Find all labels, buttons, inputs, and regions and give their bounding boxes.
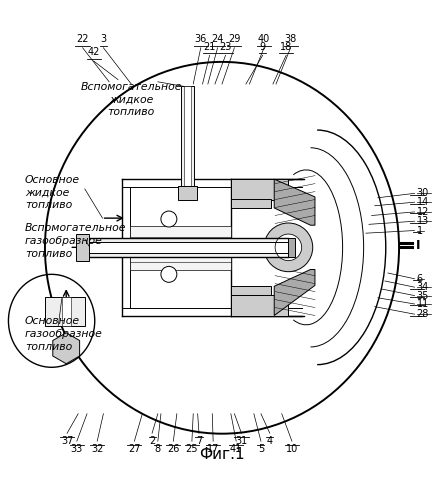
Text: 28: 28 <box>417 309 429 319</box>
Text: 36: 36 <box>194 34 207 44</box>
Text: 14: 14 <box>417 197 429 207</box>
Circle shape <box>161 266 177 282</box>
Bar <box>184 86 191 187</box>
Text: 42: 42 <box>87 48 100 58</box>
Bar <box>130 226 231 270</box>
Text: 27: 27 <box>128 444 141 454</box>
Text: 26: 26 <box>167 444 179 454</box>
Bar <box>231 295 289 316</box>
Text: 23: 23 <box>219 42 232 51</box>
Text: 5: 5 <box>258 444 264 454</box>
Text: Вспомогательное
жидкое
топливо: Вспомогательное жидкое топливо <box>80 82 182 118</box>
Text: 24: 24 <box>211 34 224 44</box>
Text: 33: 33 <box>71 444 83 454</box>
Text: 32: 32 <box>91 444 103 454</box>
Text: I: I <box>416 238 420 252</box>
Polygon shape <box>274 270 315 316</box>
Text: Фиг.1: Фиг.1 <box>199 446 245 462</box>
Text: 30: 30 <box>417 188 429 198</box>
Bar <box>62 298 71 326</box>
Text: Основное
газообразное
топливо: Основное газообразное топливо <box>25 316 103 352</box>
Bar <box>231 199 271 208</box>
Text: 9: 9 <box>260 42 266 51</box>
Text: 29: 29 <box>228 34 241 44</box>
Circle shape <box>161 211 177 227</box>
Text: 21: 21 <box>203 42 216 51</box>
Text: 17: 17 <box>207 444 219 454</box>
Text: 38: 38 <box>285 34 297 44</box>
Text: 1: 1 <box>417 226 423 235</box>
Text: 40: 40 <box>258 34 270 44</box>
Polygon shape <box>53 333 79 364</box>
Bar <box>78 242 288 252</box>
Text: 37: 37 <box>61 436 73 446</box>
Text: 6: 6 <box>417 274 423 284</box>
Text: 13: 13 <box>417 216 429 226</box>
Bar <box>76 234 89 260</box>
Bar <box>231 179 289 200</box>
Text: 10: 10 <box>286 444 298 454</box>
Bar <box>288 238 295 257</box>
Text: Основное
жидкое
топливо: Основное жидкое топливо <box>25 174 80 210</box>
Text: 35: 35 <box>417 290 429 300</box>
Bar <box>178 186 197 200</box>
Text: 34: 34 <box>417 282 429 292</box>
Text: 12: 12 <box>417 207 429 217</box>
Bar <box>45 298 85 326</box>
Bar <box>181 86 194 187</box>
Text: 11: 11 <box>417 299 429 309</box>
Text: Вспомогательное
газообразное
топливо: Вспомогательное газообразное топливо <box>25 224 127 259</box>
Text: 22: 22 <box>76 34 89 44</box>
Text: 7: 7 <box>196 436 202 446</box>
Text: 2: 2 <box>149 436 155 446</box>
Text: 31: 31 <box>235 436 248 446</box>
Bar <box>231 286 271 295</box>
Text: 8: 8 <box>155 444 161 454</box>
Text: 25: 25 <box>186 444 198 454</box>
Text: 41: 41 <box>230 444 242 454</box>
Circle shape <box>275 234 301 260</box>
Text: 18: 18 <box>280 42 292 51</box>
Bar <box>78 238 288 257</box>
Text: 4: 4 <box>267 436 273 446</box>
Text: 3: 3 <box>100 34 107 44</box>
Circle shape <box>264 223 313 272</box>
Polygon shape <box>274 179 315 225</box>
